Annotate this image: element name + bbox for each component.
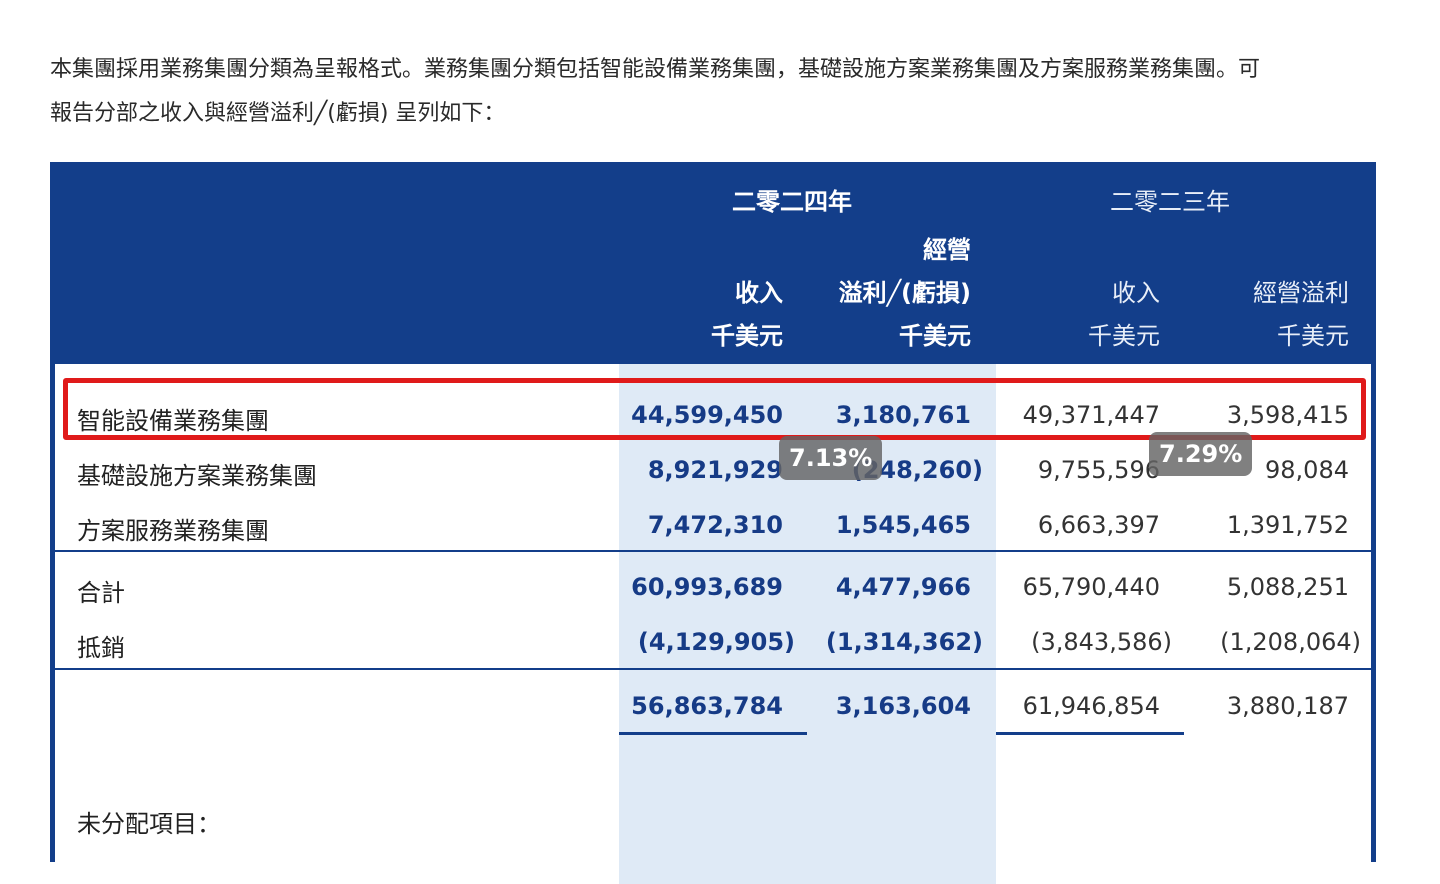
elimination-op-2023: (1,208,064) (1220, 628, 1361, 656)
elimination-rev-2023: (3,843,586) (1031, 628, 1172, 656)
intro-line-2: 報告分部之收入與經營溢利╱(虧損) 呈列如下： (50, 101, 506, 126)
highlight-box-intelligent-devices (63, 378, 1366, 440)
cell-op-2024: 1,545,465 (835, 511, 971, 539)
cell-rev-2023: 6,663,397 (1037, 511, 1160, 539)
percent-badge-2024: 7.13% (779, 436, 883, 480)
cell-rev-2024: 8,921,929 (647, 456, 783, 484)
row-label: 方案服務業務集團 (77, 517, 269, 545)
header-2023-revenue: 收入 (1112, 279, 1160, 307)
net-underline-2024 (619, 732, 807, 735)
net-op-2023: 3,880,187 (1226, 692, 1349, 720)
percent-badge-2023: 7.29% (1149, 432, 1253, 476)
cell-op-2023: 98,084 (1265, 456, 1349, 484)
net-rev-2024: 56,863,784 (631, 692, 783, 720)
header-year-2024: 二零二四年 (732, 188, 852, 216)
intro-paragraph: 本集團採用業務集團分類為呈報格式。業務集團分類包括智能設備業務集團，基礎設施方案… (50, 48, 1380, 136)
cell-rev-2023: 9,755,596 (1037, 456, 1160, 484)
cell-op-2023: 3,598,415 (1226, 401, 1349, 429)
net-rev-2023: 61,946,854 (1022, 692, 1160, 720)
header-unit-2023-op: 千美元 (1277, 322, 1349, 350)
elimination-label: 抵銷 (77, 634, 125, 662)
segment-table: 二零二四年 二零二三年 經營 收入 溢利╱(虧損) 收入 經營溢利 千美元 千美… (50, 162, 1376, 884)
header-unit-2024-rev: 千美元 (711, 322, 783, 350)
cell-rev-2024: 44,599,450 (631, 401, 783, 429)
net-op-2024: 3,163,604 (835, 692, 971, 720)
divider (55, 668, 1371, 670)
total-op-2023: 5,088,251 (1226, 573, 1349, 601)
cell-rev-2023: 49,371,447 (1022, 401, 1160, 429)
header-year-2023: 二零二三年 (1110, 188, 1230, 216)
header-2024-revenue: 收入 (735, 279, 783, 307)
header-unit-2023-rev: 千美元 (1088, 322, 1160, 350)
divider (55, 550, 1371, 552)
intro-line-1: 本集團採用業務集團分類為呈報格式。業務集團分類包括智能設備業務集團，基礎設施方案… (50, 57, 1261, 82)
total-label: 合計 (77, 579, 125, 607)
header-2024-op-bottom: 溢利╱(虧損) (838, 279, 971, 307)
row-label: 基礎設施方案業務集團 (77, 462, 317, 490)
cell-rev-2024: 7,472,310 (647, 511, 783, 539)
total-op-2024: 4,477,966 (835, 573, 971, 601)
elimination-rev-2024: (4,129,905) (637, 628, 795, 656)
header-2024-op-top: 經營 (923, 236, 971, 264)
table-header: 二零二四年 二零二三年 經營 收入 溢利╱(虧損) 收入 經營溢利 千美元 千美… (55, 162, 1371, 364)
header-2023-op: 經營溢利 (1253, 279, 1349, 307)
cell-op-2023: 1,391,752 (1226, 511, 1349, 539)
total-rev-2023: 65,790,440 (1022, 573, 1160, 601)
total-rev-2024: 60,993,689 (631, 573, 783, 601)
elimination-op-2024: (1,314,362) (825, 628, 983, 656)
cell-op-2024: 3,180,761 (835, 401, 971, 429)
net-underline-2023 (996, 732, 1184, 735)
header-unit-2024-op: 千美元 (899, 322, 971, 350)
row-label: 智能設備業務集團 (77, 407, 269, 435)
